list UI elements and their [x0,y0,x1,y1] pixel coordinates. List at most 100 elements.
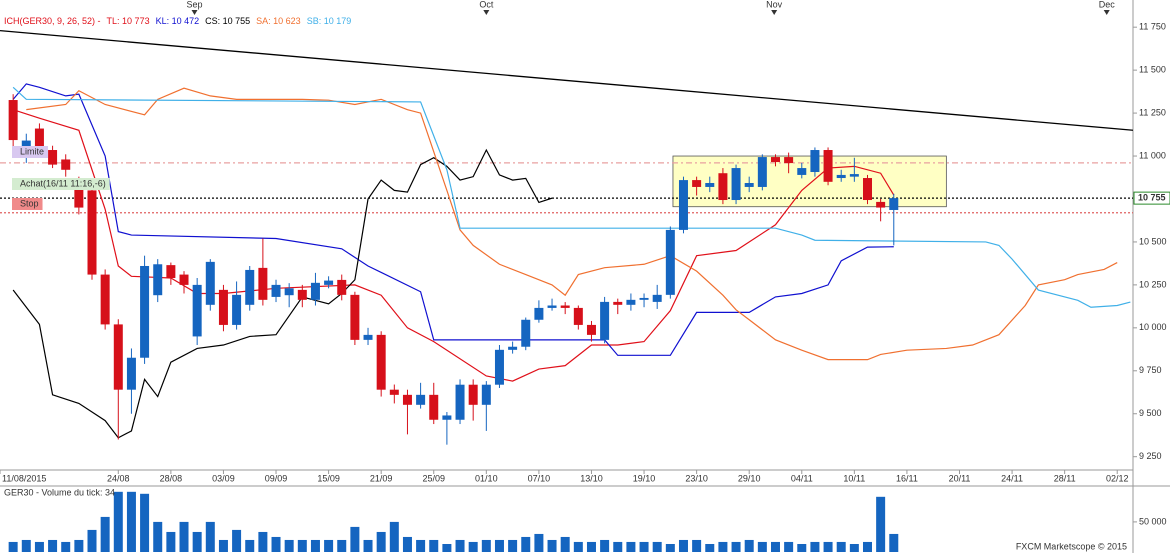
volume-bar [192,531,202,552]
candle-body [74,180,84,208]
x-tick-label: 28/08 [160,473,183,483]
volume-bar [21,539,31,552]
volume-bar [494,539,504,552]
volume-bar [508,539,518,552]
volume-bar [416,539,426,552]
volume-bar [876,496,886,552]
legend: ICH(GER30, 9, 26, 52) - TL: 10 773 KL: 10 … [4,16,351,26]
candle-body [324,280,334,285]
volume-bar [153,521,163,552]
volume-bar [849,543,859,552]
volume-bar [126,491,136,552]
candle-body [626,299,636,305]
candle-body [100,274,110,325]
month-marker [191,10,198,15]
volume-bar [179,521,189,552]
candle-body [849,174,859,177]
y-tick-label: 11 250 [1139,107,1166,117]
candle-body [87,190,97,275]
candle-body [481,384,491,405]
volume-bar [862,541,872,552]
highlight-box [672,155,947,208]
x-tick-label: 10/11 [843,473,865,483]
volume-bar [889,533,899,552]
legend-entry: SB: 10 179 [307,16,352,26]
candle-body [153,264,163,296]
volume-bar [271,536,281,552]
x-tick-label: 04/11 [791,473,813,483]
candle-body [797,168,807,175]
x-tick-label: 01/10 [475,473,498,483]
volume-bar [744,539,754,552]
candle-body [166,265,176,279]
month-label: Dec [1099,0,1116,9]
candle-body [705,183,715,187]
candle-body [192,284,202,337]
y-tick-label: 10 250 [1139,279,1167,289]
candle-body [757,157,767,187]
candle-body [232,294,242,325]
x-tick-label: 11/08/2015 [2,473,46,483]
volume-bar [258,531,268,552]
candle-body [862,178,872,201]
order-label: Stop [20,198,39,208]
x-tick-label: 15/09 [317,473,340,483]
x-tick-label: 23/10 [685,473,708,483]
legend-entry: SA: 10 623 [256,16,301,26]
x-tick-label: 21/09 [370,473,393,483]
volume-bar [34,541,44,552]
candle-body [744,183,754,187]
volume-bar [481,539,491,552]
candle-body [836,174,846,179]
y-tick-label: 11 750 [1139,22,1166,32]
y-tick-label: 11 500 [1139,65,1166,75]
x-tick-label: 25/09 [422,473,445,483]
candle-body [560,305,570,308]
volume-bar [639,541,649,552]
candle-body [494,349,504,385]
candle-body [429,394,439,420]
y-tick-label: 50 000 [1139,516,1167,526]
candle-body [376,334,386,390]
volume-bar [455,539,465,552]
legend-entry: KL: 10 472 [156,16,200,26]
candle-body [468,384,478,405]
legend-entry: CS: 10 755 [205,16,250,26]
y-tick-label: 9 250 [1139,451,1162,461]
price-tag [1133,191,1170,205]
volume-title: GER30 - Volume du tick: 34 [4,487,115,497]
month-label: Sep [187,0,203,9]
x-tick-label: 03/09 [212,473,235,483]
candle-body [113,324,123,390]
candle-body [271,284,281,297]
y-tick-label: 9 750 [1139,365,1162,375]
candle-body [889,198,899,210]
candle-body [21,140,31,151]
candle-body [613,301,623,305]
volume-bar [297,539,307,552]
y-tick-label: 10 500 [1139,236,1167,246]
candle-body [586,324,596,335]
volume-bar [205,521,215,552]
volume-bar [573,541,583,552]
volume-bar [310,539,320,552]
indicator-line [12,86,1131,308]
x-tick-label: 07/10 [528,473,551,483]
month-marker [771,10,778,15]
candle-body [205,261,215,305]
volume-bar [823,541,833,552]
order-label-box [12,146,49,158]
candle-body [34,128,44,151]
month-marker [483,10,490,15]
x-tick-label: 24/11 [1001,473,1023,483]
candle-body [416,394,426,405]
volume-bar [429,539,439,552]
candle-body [126,357,136,390]
volume-bar [731,541,741,552]
volume-bar [600,539,610,552]
legend-title: ICH(GER30, 9, 26, 52) - [4,16,101,26]
volume-bar [87,529,97,552]
candle-body [692,180,702,187]
volume-bar [770,541,780,552]
